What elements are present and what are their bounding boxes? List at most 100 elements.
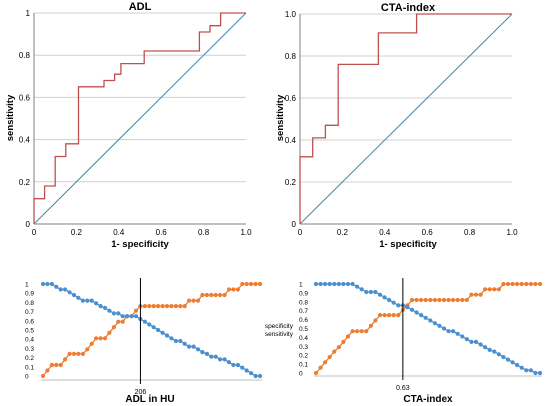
sensitivity-point bbox=[222, 357, 227, 362]
roc-curve-line bbox=[33, 12, 246, 224]
sensitivity-point bbox=[419, 313, 424, 318]
specificity-point bbox=[432, 297, 437, 303]
sensitivity-point bbox=[226, 360, 232, 365]
y-tick-label: 0.3 bbox=[25, 346, 34, 353]
sensitivity-point bbox=[364, 289, 369, 295]
sensitivity-point bbox=[231, 362, 236, 368]
specificity-point bbox=[478, 292, 483, 297]
sensitivity-point bbox=[460, 334, 465, 339]
specificity-point bbox=[173, 304, 178, 309]
sensitivity-point bbox=[164, 333, 170, 338]
sensitivity-point bbox=[200, 350, 205, 355]
sensitivity-point bbox=[373, 289, 378, 295]
sensitivity-point bbox=[428, 318, 433, 323]
specificity-point bbox=[483, 287, 488, 292]
specificity-point bbox=[102, 336, 108, 341]
sensitivity-point bbox=[469, 339, 474, 344]
specificity-point bbox=[116, 319, 121, 324]
roc-panel-adl: ADL 1- specificity sensitivity 0 0.2 0.4 0.… bbox=[5, 1, 252, 250]
sensitivity-point bbox=[451, 329, 456, 334]
y-tick-label: 0.8 bbox=[25, 300, 34, 307]
specificity-point bbox=[533, 281, 538, 287]
y-tick-label: 0.6 bbox=[285, 94, 297, 103]
x-tick-label: 0.6 bbox=[422, 228, 434, 237]
sensitivity-point bbox=[111, 311, 116, 316]
specificity-point bbox=[195, 298, 201, 303]
sensitivity-point bbox=[249, 371, 254, 376]
sensitivity-point bbox=[391, 300, 396, 305]
specificity-point bbox=[350, 329, 355, 334]
sensitivity-point bbox=[71, 292, 77, 298]
specificity-point bbox=[487, 287, 492, 292]
x-axis-label: 1- specificity bbox=[379, 239, 437, 250]
specificity-point bbox=[327, 354, 332, 360]
sensitivity-point bbox=[446, 329, 451, 334]
y-tick-label: 0.3 bbox=[299, 344, 308, 351]
specificity-point bbox=[120, 319, 125, 324]
sensitivity-point bbox=[350, 281, 355, 287]
specificity-point bbox=[323, 360, 328, 365]
specificity-point bbox=[409, 297, 415, 303]
sensitivity-point bbox=[323, 281, 328, 287]
y-tick-label: 0.2 bbox=[299, 353, 308, 360]
specificity-point bbox=[40, 373, 46, 379]
sensitivity-point bbox=[359, 287, 364, 292]
specificity-point bbox=[528, 281, 534, 287]
specificity-point bbox=[54, 362, 59, 368]
specificity-point bbox=[460, 297, 465, 303]
legend-specificity: specificity bbox=[265, 323, 294, 330]
specificity-point bbox=[204, 292, 209, 298]
sensitivity-point bbox=[116, 311, 121, 316]
y-tick-label: 0.2 bbox=[285, 178, 297, 187]
sensitivity-point bbox=[40, 281, 46, 287]
specificity-point bbox=[85, 347, 90, 352]
sensitivity-point bbox=[382, 295, 387, 300]
specificity-point bbox=[332, 349, 337, 354]
y-tick-label: 0.7 bbox=[299, 308, 308, 315]
specificity-point bbox=[178, 304, 183, 309]
specificity-point bbox=[464, 297, 469, 303]
sensitivity-point bbox=[240, 365, 245, 370]
sensitivity-point bbox=[89, 298, 94, 303]
specificity-point bbox=[510, 281, 515, 287]
x-tick-label: 0.4 bbox=[113, 228, 125, 237]
y-tick-label: 1.0 bbox=[285, 10, 297, 19]
x-tick-label: 0.4 bbox=[379, 228, 391, 237]
sensitivity-point bbox=[76, 295, 81, 300]
specificity-point bbox=[142, 304, 147, 309]
specificity-point bbox=[80, 351, 85, 356]
specificity-point bbox=[345, 334, 351, 339]
sensitivity-point bbox=[377, 292, 383, 297]
roc-curve-line bbox=[299, 13, 512, 224]
sensitivity-point bbox=[368, 289, 373, 295]
specificity-point bbox=[391, 313, 396, 318]
specificity-point bbox=[71, 351, 77, 356]
specificity-point bbox=[45, 368, 50, 373]
sensitivity-point bbox=[414, 310, 419, 315]
specificity-point bbox=[240, 281, 245, 287]
specificity-point bbox=[355, 329, 360, 334]
sensitivity-point bbox=[213, 354, 218, 359]
specificity-point bbox=[387, 313, 392, 318]
sensitivity-point bbox=[191, 344, 196, 349]
sensitivity-point bbox=[58, 287, 63, 292]
threshold-panel-adl: ADL in HU 0 0.1 0.2 0.3 0.4 0.5 0.6 0.7 0.8 0.9 1 2… bbox=[25, 278, 294, 405]
specificity-point bbox=[496, 287, 501, 292]
sensitivity-point bbox=[332, 281, 337, 287]
sensitivity-point bbox=[80, 298, 85, 303]
specificity-point bbox=[226, 287, 232, 292]
specificity-point bbox=[382, 313, 387, 318]
sensitivity-point bbox=[182, 341, 187, 346]
sensitivity-point bbox=[129, 314, 134, 319]
sensitivity-point bbox=[505, 357, 511, 362]
specificity-point bbox=[341, 339, 346, 344]
specificity-point bbox=[428, 297, 433, 303]
sensitivity-point bbox=[94, 301, 99, 306]
sensitivity-point bbox=[483, 345, 488, 350]
specificity-point bbox=[222, 292, 227, 298]
sensitivity-point bbox=[455, 331, 460, 336]
specificity-point bbox=[107, 330, 112, 335]
y-axis-label: sensitivity bbox=[275, 94, 286, 141]
sensitivity-point bbox=[102, 305, 108, 310]
sensitivity-point bbox=[441, 326, 447, 331]
